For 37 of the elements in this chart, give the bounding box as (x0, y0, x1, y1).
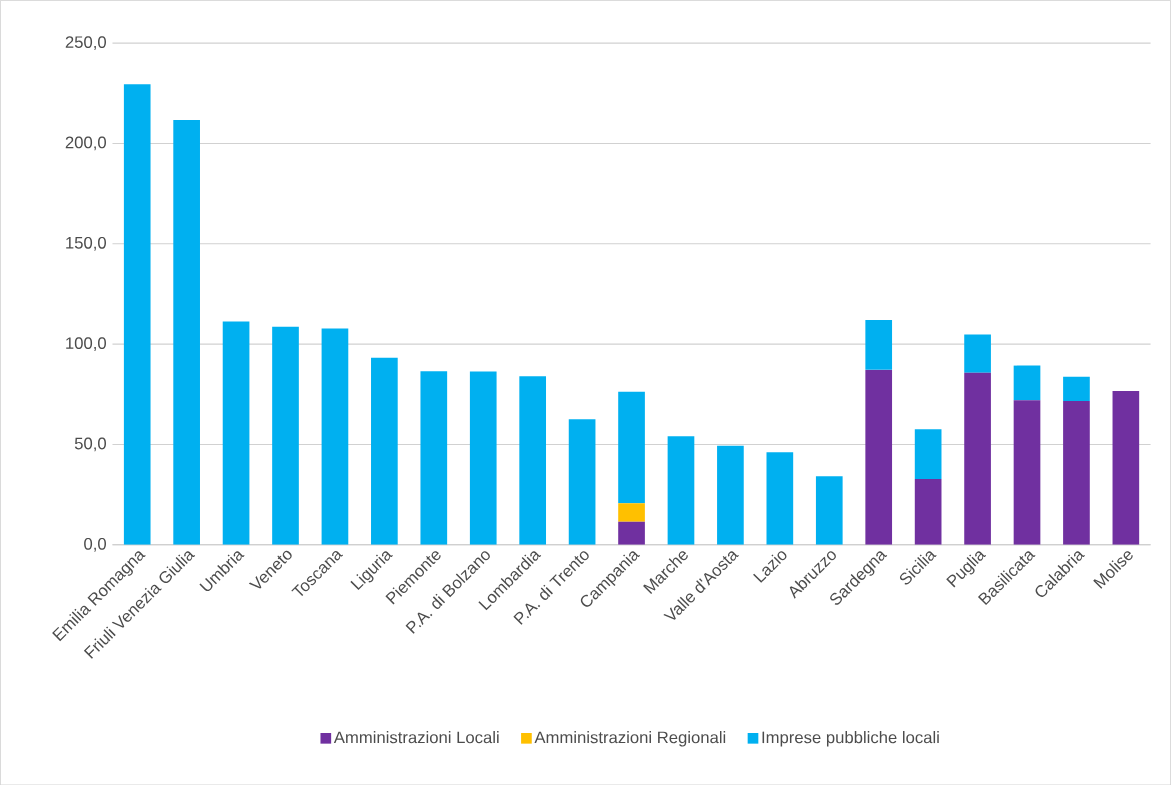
bar (964, 334, 991, 373)
y-tick-label: 250,0 (65, 36, 106, 50)
bar (865, 319, 893, 370)
bar (173, 119, 200, 545)
bar (222, 321, 250, 545)
legend-label: Imprese pubbliche locali (762, 730, 939, 747)
y-tick-label: 150,0 (66, 236, 106, 251)
bar (272, 326, 299, 545)
bar (568, 419, 596, 545)
y-tick-label: 100,0 (66, 337, 106, 351)
y-tick-label: 0,0 (84, 537, 107, 552)
bar (1013, 400, 1041, 545)
legend-label: Amministrazioni Regionali (534, 730, 726, 747)
bar (420, 371, 448, 545)
bar (717, 445, 744, 545)
bar (1063, 376, 1090, 401)
bar (815, 476, 843, 545)
bar (519, 376, 547, 545)
bar (667, 436, 695, 545)
bar (914, 478, 942, 545)
y-tick-label: 50,0 (74, 437, 106, 452)
bar (321, 328, 349, 545)
bar (964, 372, 991, 545)
bar (618, 521, 645, 545)
bar (618, 391, 645, 504)
bar (1112, 390, 1140, 545)
bar (865, 369, 893, 545)
bar (123, 84, 151, 545)
bar (766, 452, 794, 545)
bar (1063, 400, 1090, 545)
bar (469, 371, 497, 545)
legend-label: Amministrazioni Locali (333, 730, 499, 744)
bar (618, 503, 645, 522)
bar (914, 429, 942, 479)
y-tick-label: 200,0 (65, 136, 106, 151)
bar (1013, 365, 1041, 401)
bar (371, 357, 398, 545)
